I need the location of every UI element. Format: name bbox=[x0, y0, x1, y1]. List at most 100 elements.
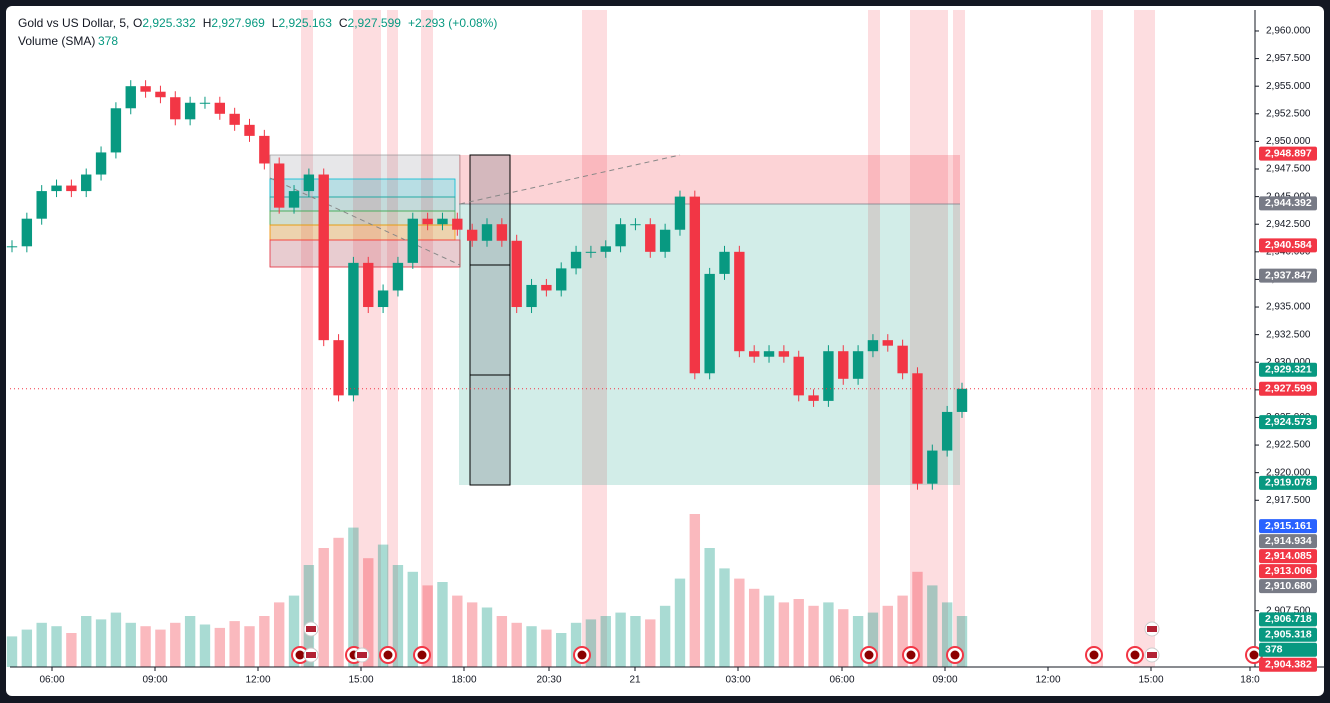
candle-body bbox=[941, 411, 953, 451]
volume-bar bbox=[674, 578, 686, 667]
price-tag bbox=[1259, 564, 1317, 579]
volume-bar bbox=[659, 605, 671, 667]
volume-pane bbox=[6, 514, 968, 667]
event-icon-dot bbox=[417, 650, 427, 660]
volume-bar bbox=[556, 633, 567, 667]
volume-bar bbox=[600, 616, 611, 667]
price-tag bbox=[1259, 627, 1317, 642]
session-band bbox=[1091, 10, 1103, 667]
volume-bar bbox=[466, 602, 478, 667]
legend-value: C bbox=[339, 16, 348, 30]
stop-zone bbox=[459, 155, 960, 204]
y-tick-label: 2,920.000 bbox=[1266, 467, 1311, 478]
candle-body bbox=[466, 229, 478, 241]
price-tag-label: 2,929.321 bbox=[1265, 364, 1312, 376]
volume-bar bbox=[823, 602, 834, 667]
candle-body bbox=[496, 224, 508, 241]
candle-body bbox=[95, 152, 107, 175]
event-icon-dot bbox=[577, 650, 587, 660]
price-tag bbox=[1259, 612, 1317, 627]
candle-body bbox=[570, 251, 582, 269]
volume-bar bbox=[155, 629, 166, 667]
price-tag bbox=[1259, 268, 1317, 283]
flag-icon-body bbox=[1147, 626, 1157, 632]
volume-bar bbox=[541, 629, 552, 667]
flag-icon-body bbox=[357, 652, 367, 658]
volume-bar bbox=[199, 624, 211, 667]
candle-body bbox=[659, 229, 671, 252]
legend-value: H bbox=[203, 16, 212, 30]
price-tag bbox=[1259, 579, 1317, 594]
y-tick-label: 2,952.500 bbox=[1266, 108, 1311, 119]
volume-bar bbox=[81, 616, 92, 667]
x-tick-label: 09:00 bbox=[932, 675, 957, 686]
y-tick-label: 2,932.500 bbox=[1266, 329, 1311, 340]
price-tag bbox=[1259, 549, 1317, 564]
legend-value: 2,925.163 bbox=[278, 16, 332, 30]
price-tag bbox=[1259, 475, 1317, 490]
indicator-name: Volume (SMA) bbox=[18, 34, 95, 48]
candle-body bbox=[318, 174, 329, 341]
volume-bar bbox=[585, 619, 597, 667]
x-tick-label: 18:0 bbox=[1240, 675, 1260, 686]
volume-bar bbox=[140, 626, 151, 667]
candle-body bbox=[140, 86, 151, 92]
legend-value: 2,925.332 bbox=[142, 16, 196, 30]
candle-body bbox=[81, 174, 92, 192]
volume-bar bbox=[882, 605, 893, 667]
volume-bar bbox=[259, 616, 270, 667]
candle-body bbox=[259, 135, 270, 164]
candle-body bbox=[823, 351, 834, 401]
y-tick-label: 2,907.500 bbox=[1266, 605, 1311, 616]
volume-bar bbox=[36, 622, 47, 667]
price-tag bbox=[1259, 146, 1317, 161]
volume-bar bbox=[704, 548, 715, 667]
candle-body bbox=[645, 224, 656, 252]
candle-body bbox=[348, 262, 359, 396]
x-tick-label: 12:00 bbox=[245, 675, 270, 686]
drawings bbox=[269, 154, 960, 486]
price-tag-label: 2,915.161 bbox=[1265, 520, 1312, 532]
candle-body bbox=[600, 246, 611, 252]
volume-bar bbox=[496, 616, 508, 667]
volume-bar bbox=[170, 622, 181, 667]
session-band bbox=[421, 10, 433, 667]
volume-bar bbox=[511, 622, 522, 667]
y-tick-label: 2,922.500 bbox=[1266, 440, 1311, 451]
price-tag-label: 2,904.382 bbox=[1265, 659, 1312, 671]
candle-body bbox=[288, 191, 300, 208]
event-icon-dot bbox=[950, 650, 960, 660]
x-tick-label: 15:00 bbox=[348, 675, 373, 686]
volume-bar bbox=[763, 595, 775, 667]
volume-bar bbox=[6, 636, 18, 667]
price-tag-label: 2,919.078 bbox=[1265, 477, 1312, 489]
session-band bbox=[301, 10, 313, 667]
candle-body bbox=[585, 251, 597, 253]
event-icon-dot bbox=[1249, 650, 1259, 660]
candle-body bbox=[303, 174, 315, 192]
volume-bar bbox=[392, 565, 404, 667]
candle-body bbox=[808, 395, 819, 401]
candle-body bbox=[437, 218, 448, 225]
event-icon-dot bbox=[295, 650, 305, 660]
candle-body bbox=[867, 340, 879, 352]
y-tick-label: 2,935.000 bbox=[1266, 302, 1311, 313]
price-tag bbox=[1259, 519, 1317, 534]
candle-body bbox=[734, 251, 745, 352]
candle-body bbox=[793, 356, 804, 396]
volume-bar bbox=[184, 616, 196, 667]
candle-body bbox=[541, 284, 552, 291]
price-tag-label: 2,906.718 bbox=[1265, 613, 1312, 625]
candle-body bbox=[214, 102, 226, 114]
session-band bbox=[910, 10, 948, 667]
volume-bar bbox=[615, 612, 626, 667]
price-tag-label: 2,927.599 bbox=[1265, 383, 1312, 395]
volume-bar bbox=[793, 599, 804, 667]
price-tag bbox=[1259, 196, 1317, 211]
volume-bar bbox=[288, 595, 300, 667]
candle-body bbox=[778, 351, 790, 357]
price-tag-label: 378 bbox=[1265, 644, 1283, 656]
candle-body bbox=[66, 185, 77, 192]
volume-bar bbox=[318, 548, 329, 667]
